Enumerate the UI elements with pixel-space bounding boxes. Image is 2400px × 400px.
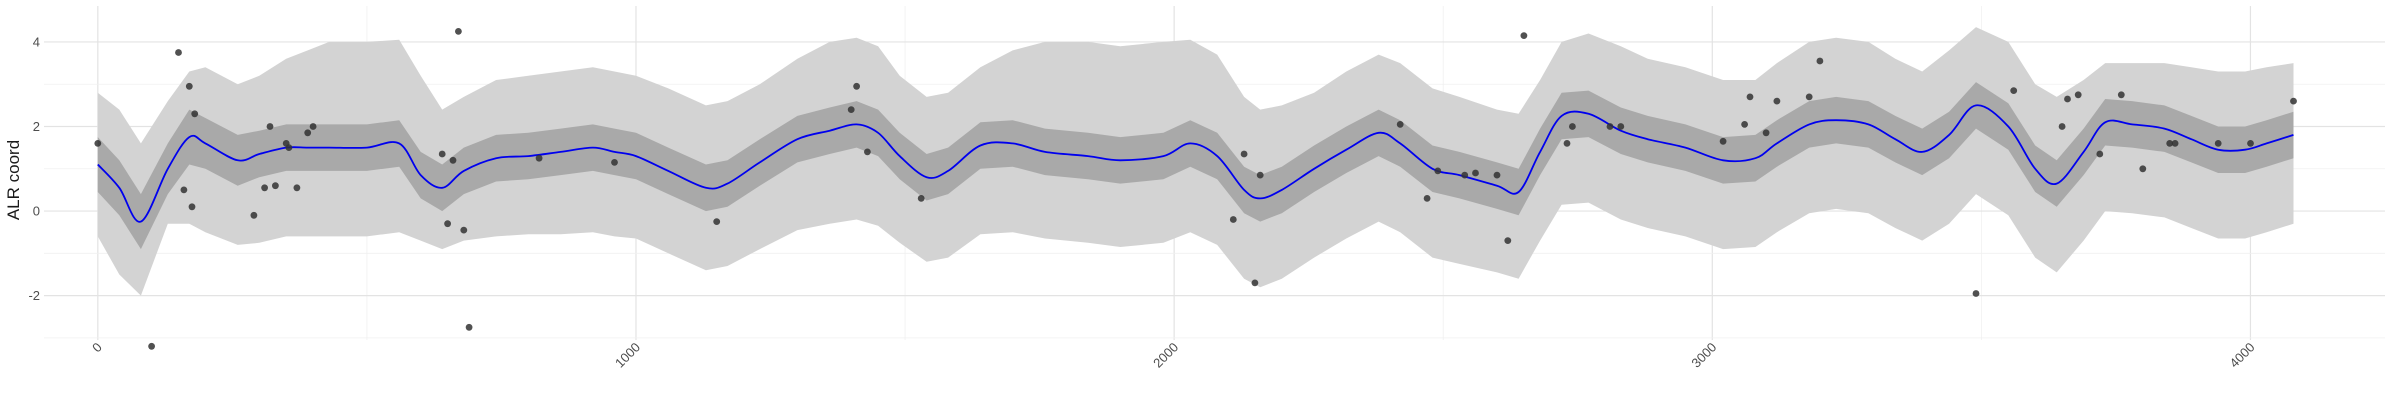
data-point xyxy=(1606,123,1614,130)
data-point xyxy=(2247,140,2254,147)
y-tick-label: 0 xyxy=(33,204,40,219)
data-point xyxy=(285,144,293,152)
data-point xyxy=(465,323,473,331)
data-point xyxy=(1805,93,1813,101)
y-axis-title: ALR coord xyxy=(4,140,23,220)
data-point xyxy=(1746,93,1754,101)
posterior-mean-line xyxy=(97,104,2294,223)
data-point xyxy=(191,110,199,118)
data-point xyxy=(449,156,457,164)
data-point xyxy=(1741,121,1748,128)
data-point xyxy=(611,159,618,166)
data-point xyxy=(455,28,462,35)
data-point xyxy=(175,49,182,56)
data-point xyxy=(2139,165,2147,173)
data-point xyxy=(1773,97,1781,105)
data-point xyxy=(713,218,721,226)
data-point xyxy=(2064,95,2071,103)
data-point xyxy=(1493,171,1501,179)
data-point xyxy=(2074,91,2082,99)
data-point xyxy=(304,129,312,137)
data-point xyxy=(1972,290,1980,297)
data-point xyxy=(2096,150,2104,158)
data-point xyxy=(1434,167,1442,175)
x-tick-label: 1000 xyxy=(612,340,643,371)
y-tick-label: 4 xyxy=(33,34,40,49)
data-point xyxy=(1762,129,1770,137)
data-point xyxy=(148,342,156,350)
data-point xyxy=(180,186,188,194)
data-point xyxy=(535,154,543,162)
observation-points xyxy=(94,28,2297,350)
x-axis-ticks: 0 1000 2000 3000 4000 xyxy=(89,340,2257,371)
x-tick-label: 4000 xyxy=(2227,340,2258,371)
data-point xyxy=(864,148,871,156)
x-tick-label: 2000 xyxy=(1150,340,1181,371)
data-point xyxy=(1472,169,1479,177)
data-point xyxy=(266,123,274,130)
data-point xyxy=(460,226,468,234)
data-point xyxy=(853,82,860,90)
data-point xyxy=(2214,140,2222,147)
data-point xyxy=(261,184,268,192)
data-point xyxy=(2171,140,2179,147)
data-point xyxy=(444,220,451,228)
inner-credible-band xyxy=(97,82,2294,250)
data-point xyxy=(2117,91,2125,99)
data-point xyxy=(309,123,317,130)
credible-bands xyxy=(97,27,2294,296)
data-point xyxy=(1251,279,1259,287)
y-tick-label: -2 xyxy=(28,288,40,303)
data-point xyxy=(1563,140,1571,147)
x-tick-label: 0 xyxy=(89,340,105,356)
data-point xyxy=(1229,216,1237,223)
data-point xyxy=(2010,87,2018,94)
data-point xyxy=(272,182,279,190)
data-point xyxy=(1719,137,1727,145)
data-point xyxy=(847,106,855,113)
data-point xyxy=(1504,237,1512,245)
x-tick-label: 3000 xyxy=(1688,340,1719,371)
data-point xyxy=(1569,123,1576,130)
data-point xyxy=(94,140,102,147)
data-point xyxy=(293,184,301,192)
data-point xyxy=(1520,32,1528,39)
data-point xyxy=(185,82,193,90)
data-point xyxy=(2290,97,2297,105)
data-point xyxy=(2058,123,2066,130)
data-point xyxy=(1240,150,1248,158)
data-point xyxy=(1256,171,1264,179)
y-tick-label: 2 xyxy=(33,119,40,134)
y-axis-ticks: -2 0 2 4 xyxy=(28,34,40,303)
data-point xyxy=(188,203,196,211)
data-point xyxy=(2166,140,2174,147)
data-point xyxy=(250,211,258,219)
data-point xyxy=(1461,171,1469,179)
data-point xyxy=(438,150,446,158)
data-point xyxy=(1396,121,1404,128)
data-point xyxy=(917,195,925,202)
data-point xyxy=(1816,57,1824,65)
mean-line-layer xyxy=(97,104,2294,223)
data-point xyxy=(1617,123,1625,130)
data-point xyxy=(1423,195,1431,202)
